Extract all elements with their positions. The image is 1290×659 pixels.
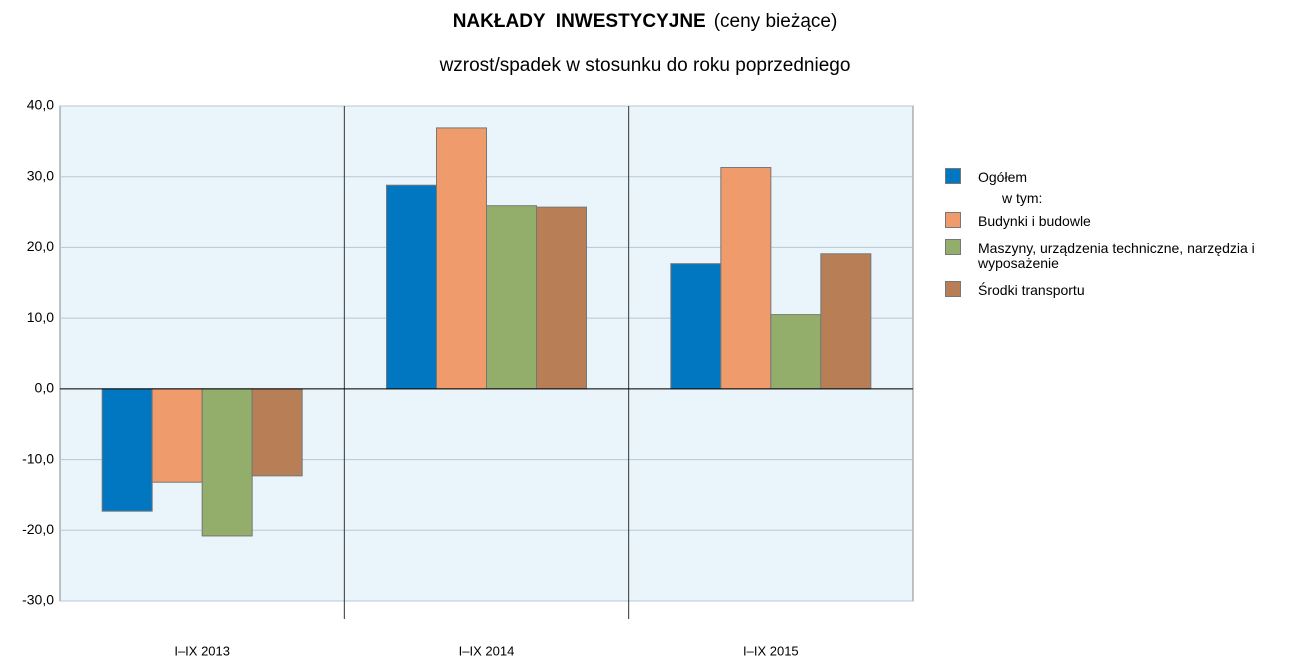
- bar: [151, 388, 203, 483]
- legend-item: Ogółem: [945, 168, 1278, 185]
- legend-swatch: [945, 168, 961, 184]
- chart-title: NAKŁADY INWESTYCYJNE (ceny bieżące): [453, 11, 838, 32]
- legend-label: Ogółem: [978, 169, 1028, 185]
- x-tick-label: I–IX 2015: [743, 643, 799, 658]
- legend-swatch: [945, 239, 961, 255]
- y-tick-label: -10,0: [22, 450, 54, 466]
- y-tick-label: 30,0: [27, 167, 54, 183]
- bar: [820, 253, 872, 390]
- bar: [201, 388, 253, 537]
- y-tick-label: 40,0: [27, 97, 54, 113]
- bar: [386, 184, 437, 390]
- title-main: NAKŁADY INWESTYCYJNE: [453, 11, 706, 32]
- x-tick-label: I–IX 2014: [459, 643, 515, 658]
- legend-swatch: [945, 212, 961, 228]
- legend-item: Maszyny, urządzenia techniczne, narzędzi…: [945, 239, 1278, 271]
- legend-label: Środki transportu: [978, 282, 1085, 298]
- bar: [436, 127, 487, 390]
- title-note: (ceny bieżące): [714, 11, 838, 32]
- bar: [251, 388, 303, 477]
- bar: [101, 388, 153, 512]
- legend-note: w tym:: [1002, 190, 1043, 206]
- chart-subtitle: wzrost/spadek w stosunku do roku poprzed…: [439, 55, 851, 76]
- legend-swatch: [945, 281, 961, 297]
- bar: [486, 205, 537, 390]
- bar: [720, 167, 772, 390]
- legend-label: Budynki i budowle: [978, 213, 1091, 229]
- legend-item: Środki transportu: [945, 281, 1278, 298]
- x-tick-label: I–IX 2013: [174, 643, 230, 658]
- y-tick-label: 20,0: [27, 238, 54, 254]
- bar: [670, 263, 722, 390]
- y-tick-label: -20,0: [22, 521, 54, 537]
- y-tick-label: 0,0: [35, 380, 55, 396]
- y-tick-label: -30,0: [22, 592, 54, 608]
- legend-label: Maszyny, urządzenia techniczne, narzędzi…: [978, 240, 1255, 271]
- y-tick-label: 10,0: [27, 309, 54, 325]
- bar: [770, 314, 822, 390]
- legend-item: Budynki i budowle: [945, 212, 1278, 229]
- legend: Ogółem w tym: Budynki i budowle Maszyny, ur…: [945, 168, 1278, 308]
- bar: [536, 206, 587, 390]
